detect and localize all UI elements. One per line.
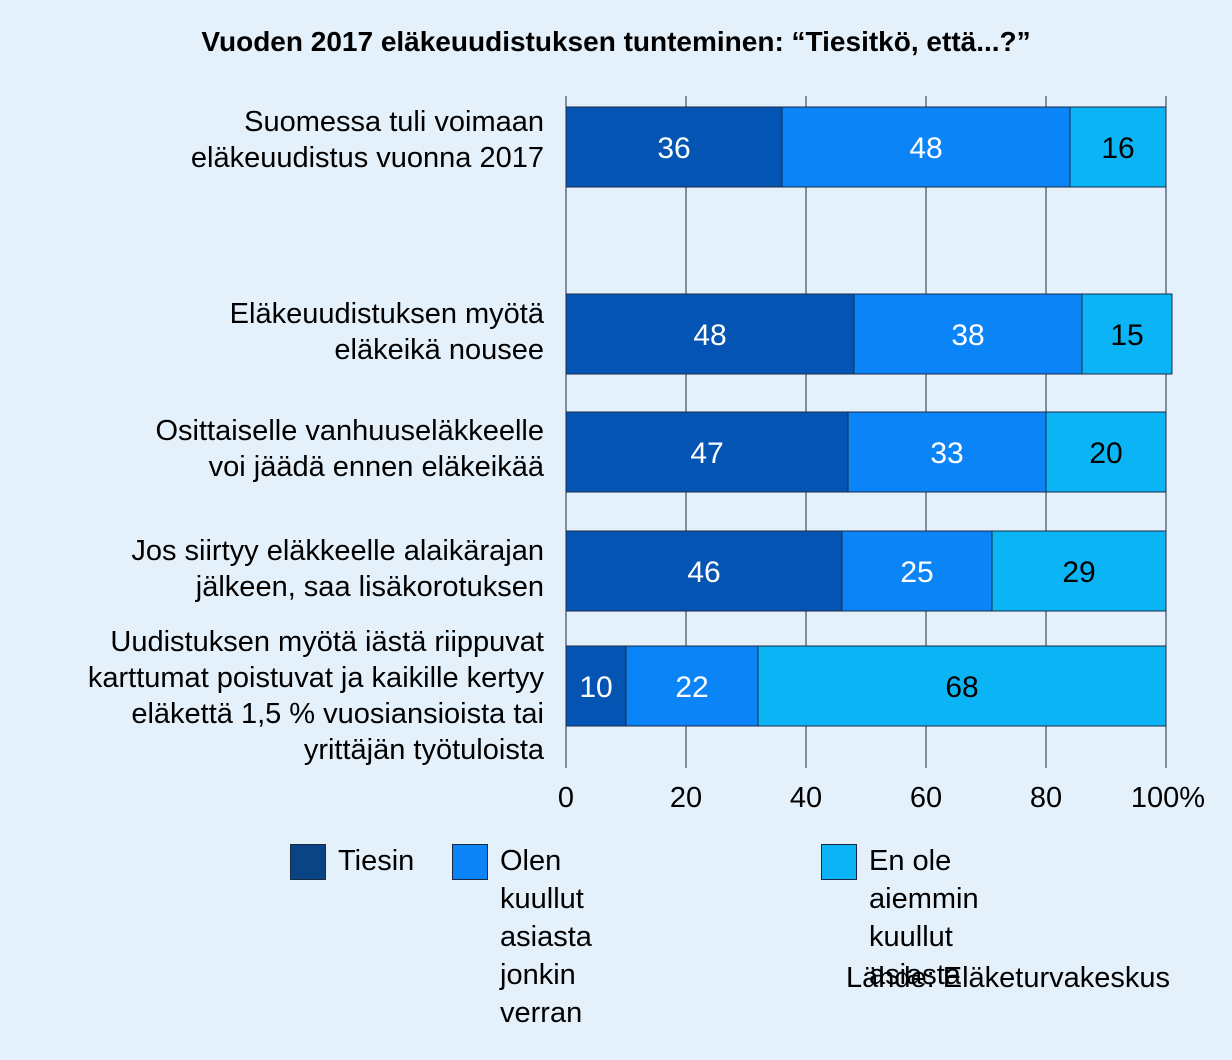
data-label: 10: [579, 671, 612, 704]
category-label: Uudistuksen myötä iästä riippuvat karttu…: [87, 626, 544, 766]
x-tick-label: 40: [789, 782, 823, 814]
chart-title: Vuoden 2017 eläkeuudistuksen tunteminen:…: [201, 26, 1031, 57]
legend-label: En ole aiemmin kuullut asiasta: [869, 845, 979, 991]
data-label: 48: [909, 132, 942, 165]
bar-segment: [1081, 293, 1173, 375]
data-label: 15: [1110, 319, 1143, 352]
data-label: 29: [1062, 556, 1095, 589]
category-label: Eläkeuudistuksen myötä eläkeikä nousee: [229, 298, 544, 366]
category-label: Osittaiselle vanhuuseläkkeelle voi jäädä…: [155, 415, 545, 483]
data-label: 20: [1089, 437, 1122, 470]
bar-segment: [853, 293, 1083, 375]
source-note: Lähde: Eläketurvakeskus: [845, 962, 1170, 994]
data-label: 48: [693, 319, 726, 352]
x-tick-label: 0: [557, 782, 575, 814]
bar-segment: [565, 530, 843, 612]
category-label: Jos siirtyy eläkkeelle alaikärajan jälke…: [131, 535, 544, 603]
x-tick-label: 80: [1029, 782, 1063, 814]
bar-segment: [841, 530, 993, 612]
bar-segment: [757, 645, 1167, 727]
bar-segment: [565, 411, 849, 493]
x-tick-label: 100%: [1130, 782, 1206, 814]
data-label: 33: [930, 437, 963, 470]
category-label: Suomessa tuli voimaan eläkeuudistus vuon…: [190, 106, 544, 174]
bar-segment: [1069, 106, 1167, 188]
bar-segment: [625, 645, 759, 727]
data-label: 36: [657, 132, 690, 165]
legend-swatch: [452, 844, 488, 880]
bar-segment: [1045, 411, 1167, 493]
data-label: 46: [687, 556, 720, 589]
legend-label: Tiesin: [338, 845, 415, 877]
data-label: 38: [951, 319, 984, 352]
x-tick-label: 60: [909, 782, 943, 814]
data-label: 25: [900, 556, 933, 589]
bar-segment: [565, 106, 783, 188]
legend-label: Olen kuullut asiasta jonkin verran: [500, 845, 592, 1029]
data-label: 47: [690, 437, 723, 470]
data-label: 68: [945, 671, 978, 704]
data-label: 16: [1101, 132, 1134, 165]
legend-swatch: [821, 844, 857, 880]
x-tick-label: 20: [669, 782, 703, 814]
data-label: 22: [675, 671, 708, 704]
legend-swatch: [290, 844, 326, 880]
bar-segment: [565, 293, 855, 375]
bar-segment: [991, 530, 1167, 612]
